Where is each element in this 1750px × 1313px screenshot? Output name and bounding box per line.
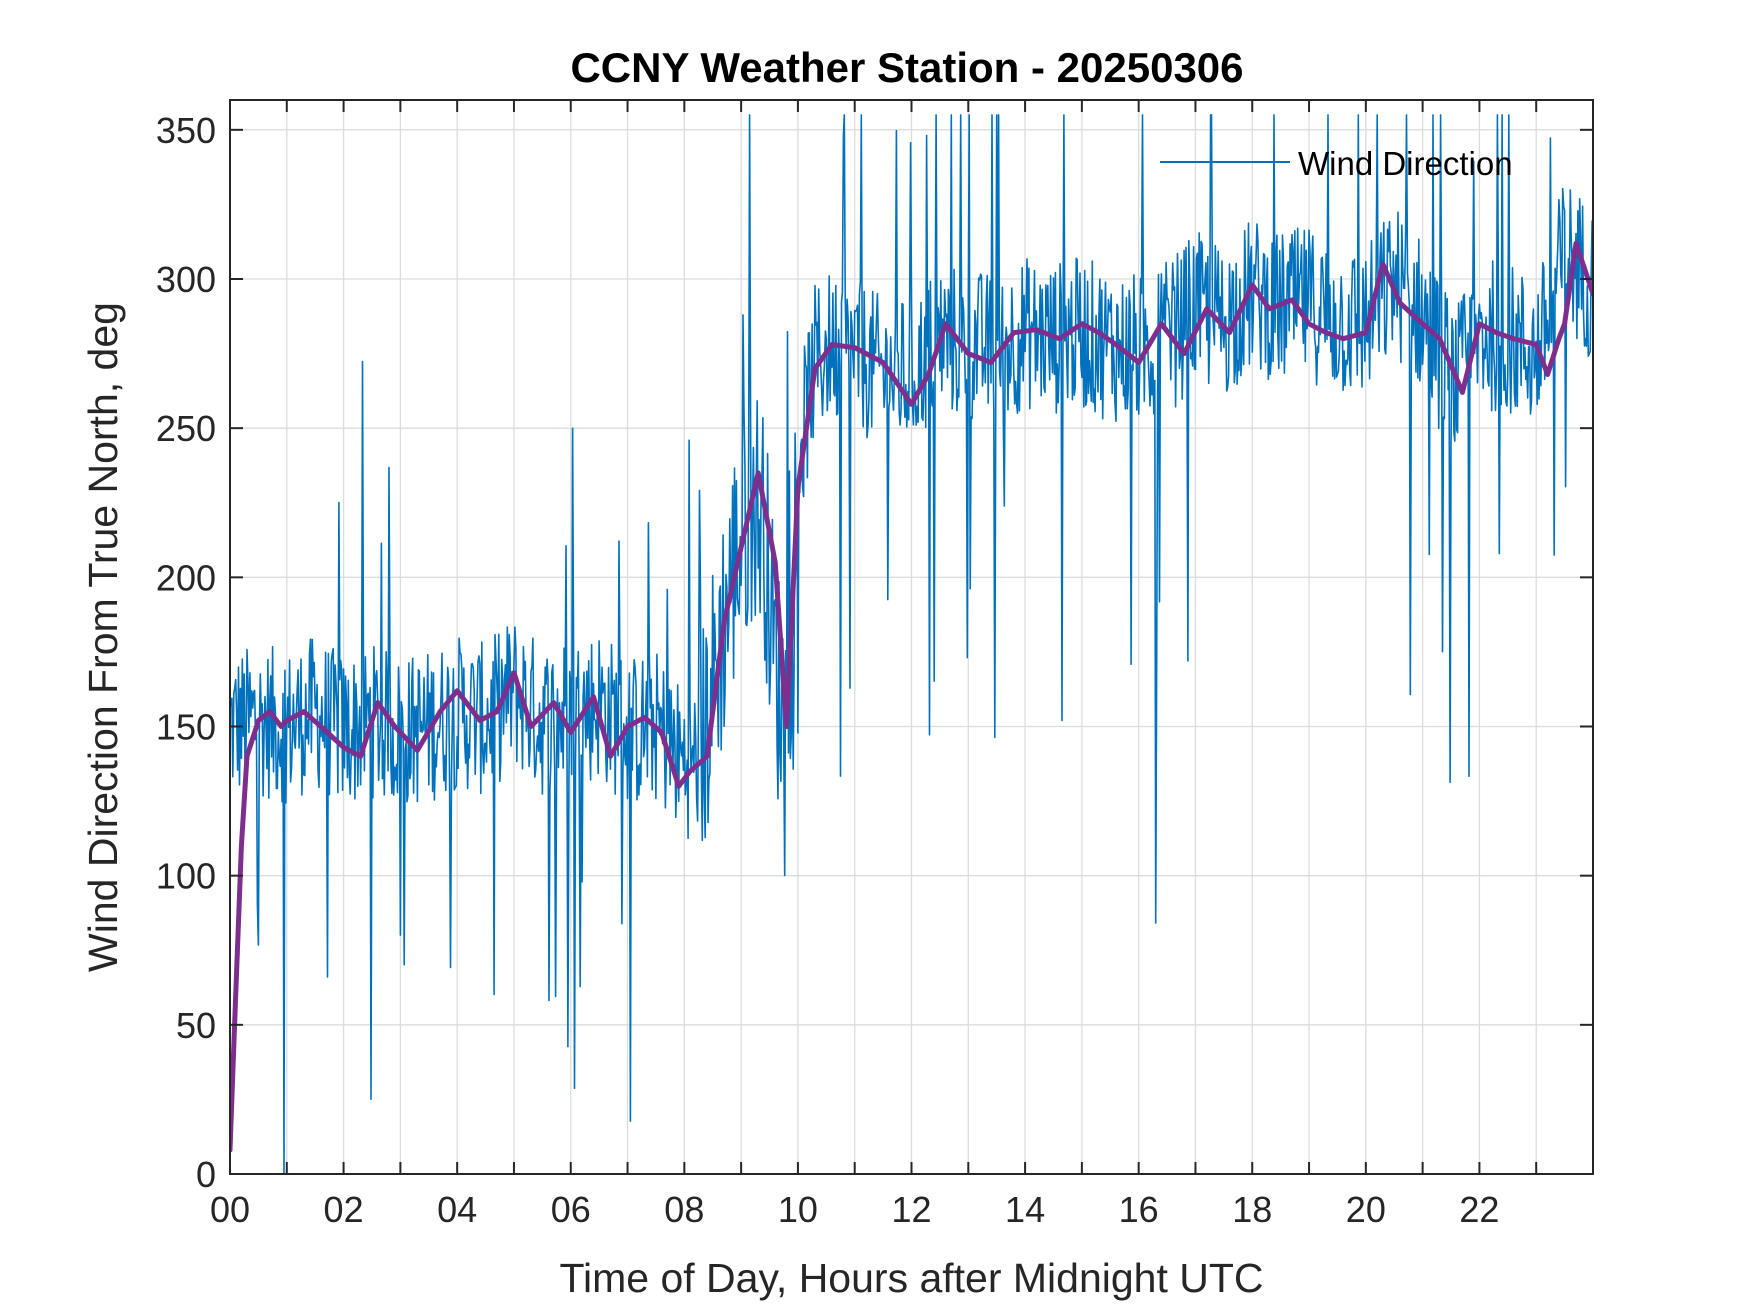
x-tick-label: 18 [1232, 1189, 1272, 1230]
x-tick-label: 08 [664, 1189, 704, 1230]
x-tick-label: 22 [1459, 1189, 1499, 1230]
y-tick-label: 200 [156, 557, 216, 598]
x-tick-label: 02 [324, 1189, 364, 1230]
x-tick-label: 04 [437, 1189, 477, 1230]
x-tick-label: 10 [778, 1189, 818, 1230]
y-tick-label: 250 [156, 408, 216, 449]
series-line-wind-direction [230, 114, 1593, 1174]
x-tick-label: 12 [891, 1189, 931, 1230]
y-tick-label: 0 [196, 1154, 216, 1195]
y-tick-label: 150 [156, 707, 216, 748]
x-tick-label: 20 [1346, 1189, 1386, 1230]
y-tick-label: 300 [156, 259, 216, 300]
legend: Wind Direction [1160, 145, 1513, 182]
x-axis-label: Time of Day, Hours after Midnight UTC [559, 1255, 1263, 1301]
x-tick-label: 16 [1119, 1189, 1159, 1230]
y-tick-label: 350 [156, 110, 216, 151]
legend-label-wind-direction: Wind Direction [1298, 145, 1513, 182]
x-tick-label: 00 [210, 1189, 250, 1230]
x-tick-label: 14 [1005, 1189, 1045, 1230]
series-layer [230, 114, 1593, 1174]
series-line-smoothed-wind-direction [230, 240, 1593, 1153]
y-tick-label: 100 [156, 856, 216, 897]
grid-lines [230, 100, 1593, 1174]
x-tick-label: 06 [551, 1189, 591, 1230]
chart-title: CCNY Weather Station - 20250306 [570, 44, 1243, 91]
y-tick-label: 50 [176, 1005, 216, 1046]
axis-ticks: 00 02 04 06 08 10 12 14 16 18 20 22 0 50 100 150 200 250 3… [156, 100, 1593, 1230]
y-axis-label: Wind Direction From True North, deg [80, 302, 126, 972]
